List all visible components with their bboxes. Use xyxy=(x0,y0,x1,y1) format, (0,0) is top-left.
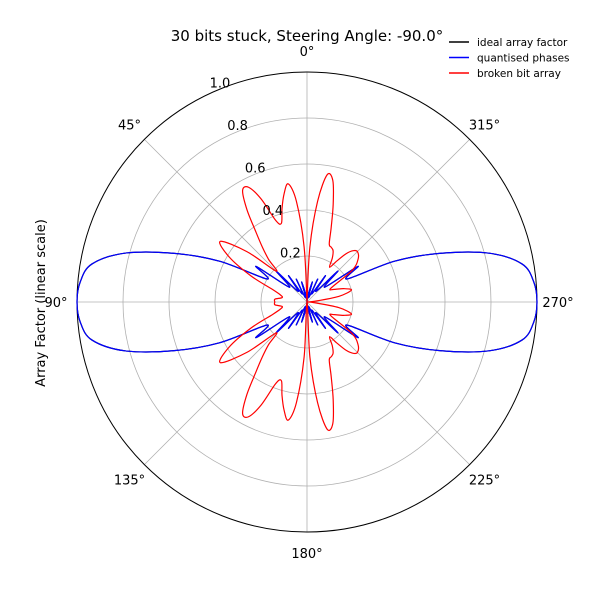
angle-tick-label: 270° xyxy=(542,296,573,311)
angle-tick-label: 315° xyxy=(469,119,500,134)
radial-tick-label: 0.4 xyxy=(262,204,283,219)
angle-tick-label: 135° xyxy=(114,474,145,489)
legend-label: quantised phases xyxy=(477,52,570,64)
angle-tick-labels: 0° 45° 90° 135° 180° 225° 270° 315° xyxy=(44,45,573,562)
radial-tick-label: 0.8 xyxy=(227,119,248,134)
legend-broken-bit-array: broken bit array xyxy=(449,68,561,80)
radial-gridline xyxy=(122,117,492,487)
angle-tick-label: 90° xyxy=(44,296,67,311)
angle-tick-label: 45° xyxy=(118,119,141,134)
legend-quantised-phases: quantised phases xyxy=(449,52,570,64)
y-axis-label: Array Factor (linear scale) xyxy=(34,219,49,387)
legend: ideal array factor quantised phases broken… xyxy=(449,37,570,80)
series-lines xyxy=(76,172,538,432)
broken-bit-array-line xyxy=(219,172,360,432)
radial-tick-labels: 0.2 0.4 0.6 0.8 1.0 xyxy=(210,77,301,262)
angle-tick-label: 180° xyxy=(291,547,322,562)
radial-tick-label: 0.2 xyxy=(280,247,301,262)
radial-tick-label: 0.6 xyxy=(245,162,266,177)
radial-gridline xyxy=(214,209,400,395)
angle-tick-label: 0° xyxy=(300,45,315,60)
legend-label: broken bit array xyxy=(477,68,561,80)
radial-gridline xyxy=(168,163,446,441)
chart-title: 30 bits stuck, Steering Angle: -90.0° xyxy=(171,27,444,45)
legend-ideal-array-factor: ideal array factor xyxy=(449,37,568,49)
radial-gridline xyxy=(260,255,354,349)
legend-label: ideal array factor xyxy=(477,37,568,49)
angle-tick-label: 225° xyxy=(469,474,500,489)
radial-tick-label: 1.0 xyxy=(210,77,231,92)
